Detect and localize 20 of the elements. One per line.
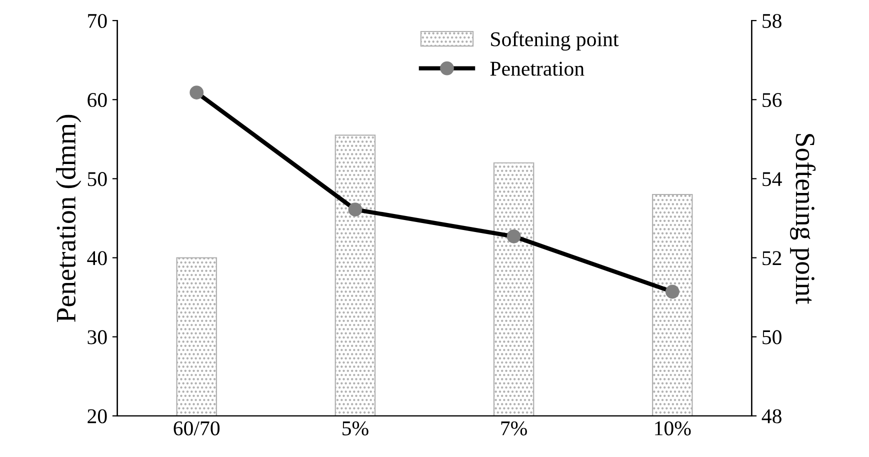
y2-tick-label: 54 — [762, 172, 782, 186]
y-tick-label: 40 — [87, 251, 107, 266]
y-tick-label: 50 — [88, 172, 107, 186]
legend-label: Softening point — [491, 31, 619, 51]
x-tick-label: 7% — [501, 421, 527, 436]
y2-axis-title: Softening point — [790, 134, 816, 304]
y-tick-label: 60 — [88, 93, 107, 108]
y2-tick-label: 58 — [762, 14, 782, 28]
legend-label: Penetration — [490, 62, 584, 76]
y-tick-label: 30 — [88, 330, 107, 344]
y2-tick-label: 56 — [762, 93, 782, 108]
y2-tick-label: 50 — [762, 330, 782, 344]
y-tick-label: 20 — [88, 409, 107, 424]
y-tick-label: 70 — [88, 14, 107, 28]
x-tick-label: 60/70 — [174, 421, 220, 436]
x-tick-label: 5% — [342, 421, 368, 436]
y2-tick-label: 48 — [762, 409, 782, 424]
y2-tick-label: 52 — [762, 251, 782, 266]
x-tick-label: 10% — [655, 421, 691, 436]
y-axis-title: Penetration (dmm) — [56, 114, 82, 322]
